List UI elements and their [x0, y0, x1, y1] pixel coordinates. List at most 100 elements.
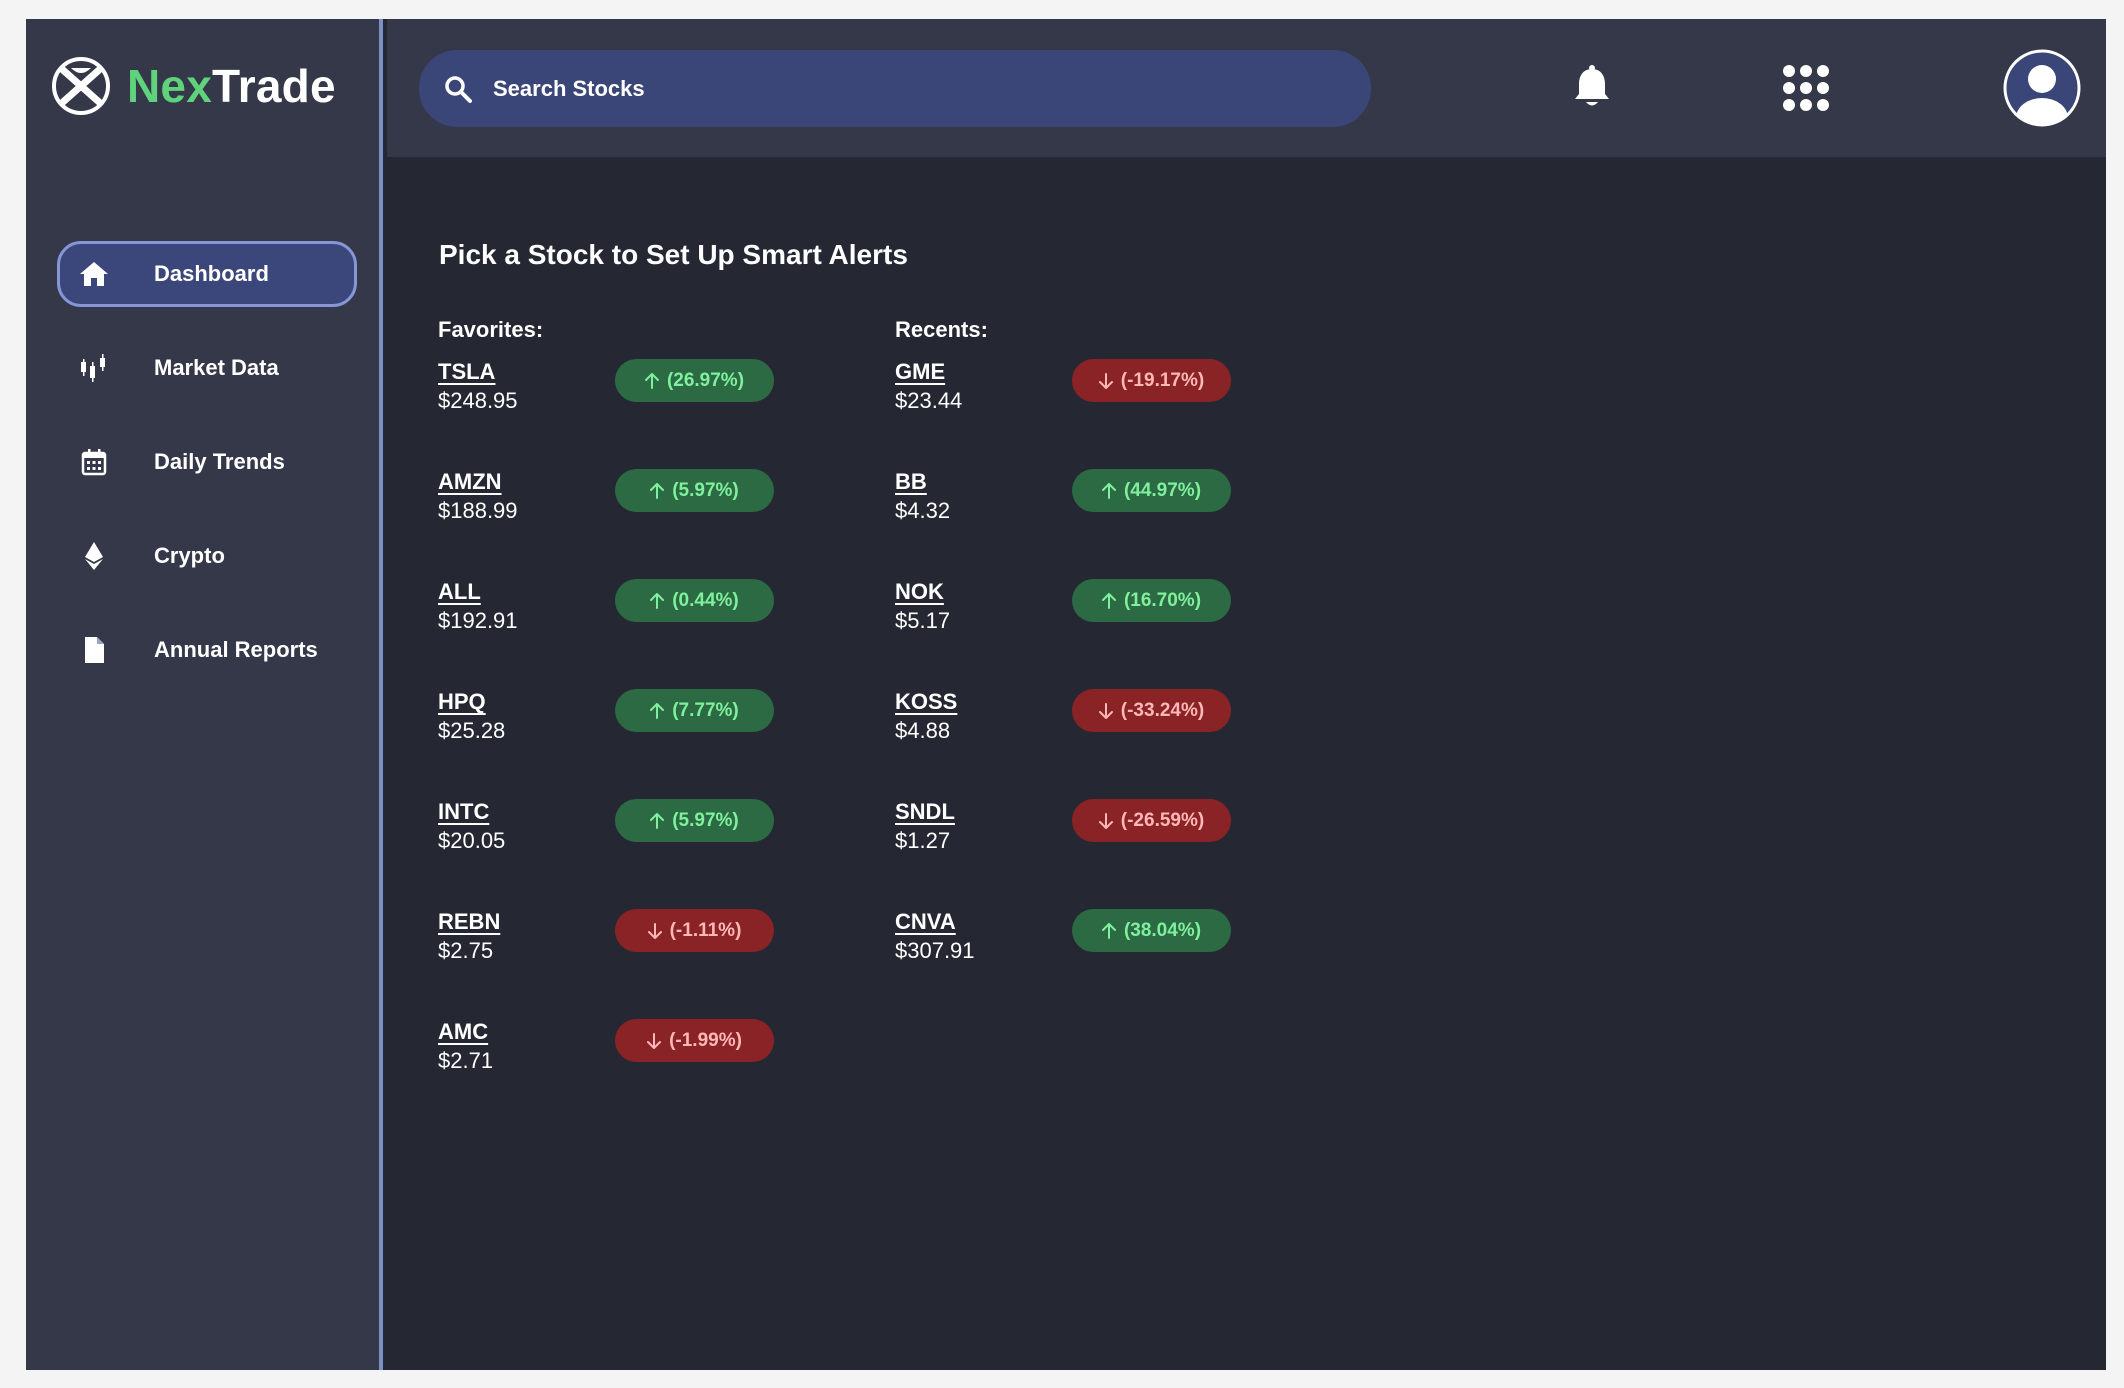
stock-ticker-link[interactable]: AMZN: [438, 469, 502, 494]
stock-row[interactable]: CNVA $307.91 (38.04%): [895, 909, 1295, 979]
arrow-down-icon: [1098, 372, 1113, 389]
stock-ticker-link[interactable]: KOSS: [895, 689, 958, 714]
sidebar: NexTrade Dashboard Market Data: [26, 19, 383, 1370]
stock-row[interactable]: NOK $5.17 (16.70%): [895, 579, 1295, 649]
arrow-down-icon: [1098, 702, 1113, 719]
change-value: (26.97%): [666, 369, 745, 391]
stock-ticker-link[interactable]: INTC: [438, 799, 490, 824]
arrow-up-icon: [650, 592, 665, 609]
change-value: (5.97%): [672, 479, 739, 501]
change-badge: (5.97%): [615, 469, 774, 512]
candlestick-icon: [77, 351, 111, 385]
logo[interactable]: NexTrade: [51, 56, 336, 116]
change-value: (0.44%): [672, 589, 739, 611]
stock-ticker-link[interactable]: HPQ: [438, 689, 486, 714]
change-value: (44.97%): [1123, 479, 1202, 501]
sidebar-item-label: Crypto: [154, 543, 225, 568]
change-badge: (0.44%): [615, 579, 774, 622]
brand-name-part1: Nex: [127, 60, 212, 112]
top-header: [387, 19, 2106, 157]
ethereum-icon: [77, 539, 111, 573]
brand-name: NexTrade: [127, 59, 336, 113]
arrow-up-icon: [1101, 592, 1116, 609]
stock-price: $188.99: [438, 498, 518, 523]
stock-price: $307.91: [895, 938, 975, 963]
sidebar-item-label: Daily Trends: [154, 449, 285, 474]
sidebar-item-annual-reports[interactable]: Annual Reports: [57, 617, 357, 683]
stock-ticker-link[interactable]: ALL: [438, 579, 481, 604]
stock-price: $2.75: [438, 938, 494, 963]
stock-row[interactable]: GME $23.44 (-19.17%): [895, 359, 1295, 429]
arrow-down-icon: [647, 922, 662, 939]
stock-price: $4.88: [895, 718, 951, 743]
stock-price: $23.44: [895, 388, 963, 413]
change-badge: (44.97%): [1072, 469, 1231, 512]
sidebar-item-market-data[interactable]: Market Data: [57, 335, 357, 401]
change-value: (-33.24%): [1120, 699, 1205, 721]
search-bar[interactable]: [419, 50, 1371, 127]
user-avatar-icon[interactable]: [2002, 48, 2082, 128]
change-value: (16.70%): [1123, 589, 1202, 611]
stock-ticker-link[interactable]: BB: [895, 469, 927, 494]
stock-ticker-link[interactable]: AMC: [438, 1019, 489, 1044]
change-badge: (5.97%): [615, 799, 774, 842]
change-badge: (-33.24%): [1072, 689, 1231, 732]
bell-icon[interactable]: [1567, 63, 1617, 113]
stock-ticker-link[interactable]: SNDL: [895, 799, 955, 824]
change-badge: (-1.11%): [615, 909, 774, 952]
recents-list: Recents: GME $23.44 (-19.17%) BB $4.32 (44.97…: [895, 317, 1295, 963]
brand-name-part2: Trade: [212, 60, 336, 112]
arrow-up-icon: [1101, 922, 1116, 939]
change-badge: (-26.59%): [1072, 799, 1231, 842]
stock-ticker-link[interactable]: NOK: [895, 579, 944, 604]
change-badge: (-19.17%): [1072, 359, 1231, 402]
sidebar-item-label: Market Data: [154, 355, 279, 380]
stock-ticker-link[interactable]: GME: [895, 359, 946, 384]
arrow-down-icon: [647, 1032, 662, 1049]
sidebar-item-dashboard[interactable]: Dashboard: [57, 241, 357, 307]
stock-row[interactable]: AMC $2.71 (-1.99%): [438, 1019, 838, 1089]
stock-row[interactable]: BB $4.32 (44.97%): [895, 469, 1295, 539]
home-icon: [77, 257, 111, 291]
search-input[interactable]: [493, 75, 1093, 102]
stock-ticker-link[interactable]: TSLA: [438, 359, 496, 384]
stock-price: $192.91: [438, 608, 518, 633]
change-badge: (26.97%): [615, 359, 774, 402]
stock-price: $1.27: [895, 828, 951, 853]
sidebar-item-label: Dashboard: [154, 261, 269, 286]
sidebar-item-daily-trends[interactable]: Daily Trends: [57, 429, 357, 495]
stock-price: $4.32: [895, 498, 951, 523]
stock-ticker-link[interactable]: REBN: [438, 909, 501, 934]
stock-price: $248.95: [438, 388, 518, 413]
favorites-label: Favorites:: [438, 317, 544, 342]
recents-label: Recents:: [895, 317, 988, 342]
stock-price: $5.17: [895, 608, 951, 633]
document-icon: [77, 633, 111, 667]
stock-row[interactable]: INTC $20.05 (5.97%): [438, 799, 838, 869]
stock-ticker-link[interactable]: CNVA: [895, 909, 956, 934]
app-window: NexTrade Dashboard Market Data: [26, 19, 2106, 1370]
change-value: (-1.99%): [669, 1029, 742, 1051]
arrow-up-icon: [650, 482, 665, 499]
stock-row[interactable]: REBN $2.75 (-1.11%): [438, 909, 838, 979]
stock-price: $2.71: [438, 1048, 494, 1073]
logo-icon: [52, 57, 110, 115]
stock-row[interactable]: TSLA $248.95 (26.97%): [438, 359, 838, 429]
stock-row[interactable]: ALL $192.91 (0.44%): [438, 579, 838, 649]
change-badge: (-1.99%): [615, 1019, 774, 1062]
change-value: (-19.17%): [1120, 369, 1205, 391]
change-badge: (7.77%): [615, 689, 774, 732]
stock-row[interactable]: KOSS $4.88 (-33.24%): [895, 689, 1295, 759]
arrow-up-icon: [650, 702, 665, 719]
change-badge: (16.70%): [1072, 579, 1231, 622]
stock-price: $20.05: [438, 828, 506, 853]
stock-row[interactable]: AMZN $188.99 (5.97%): [438, 469, 838, 539]
stock-row[interactable]: HPQ $25.28 (7.77%): [438, 689, 838, 759]
calendar-icon: [77, 445, 111, 479]
main-content: Pick a Stock to Set Up Smart Alerts Favo…: [387, 157, 2106, 1370]
sidebar-item-label: Annual Reports: [154, 637, 318, 662]
sidebar-item-crypto[interactable]: Crypto: [57, 523, 357, 589]
arrow-up-icon: [650, 812, 665, 829]
apps-grid-icon[interactable]: [1781, 63, 1831, 113]
stock-row[interactable]: SNDL $1.27 (-26.59%): [895, 799, 1295, 869]
